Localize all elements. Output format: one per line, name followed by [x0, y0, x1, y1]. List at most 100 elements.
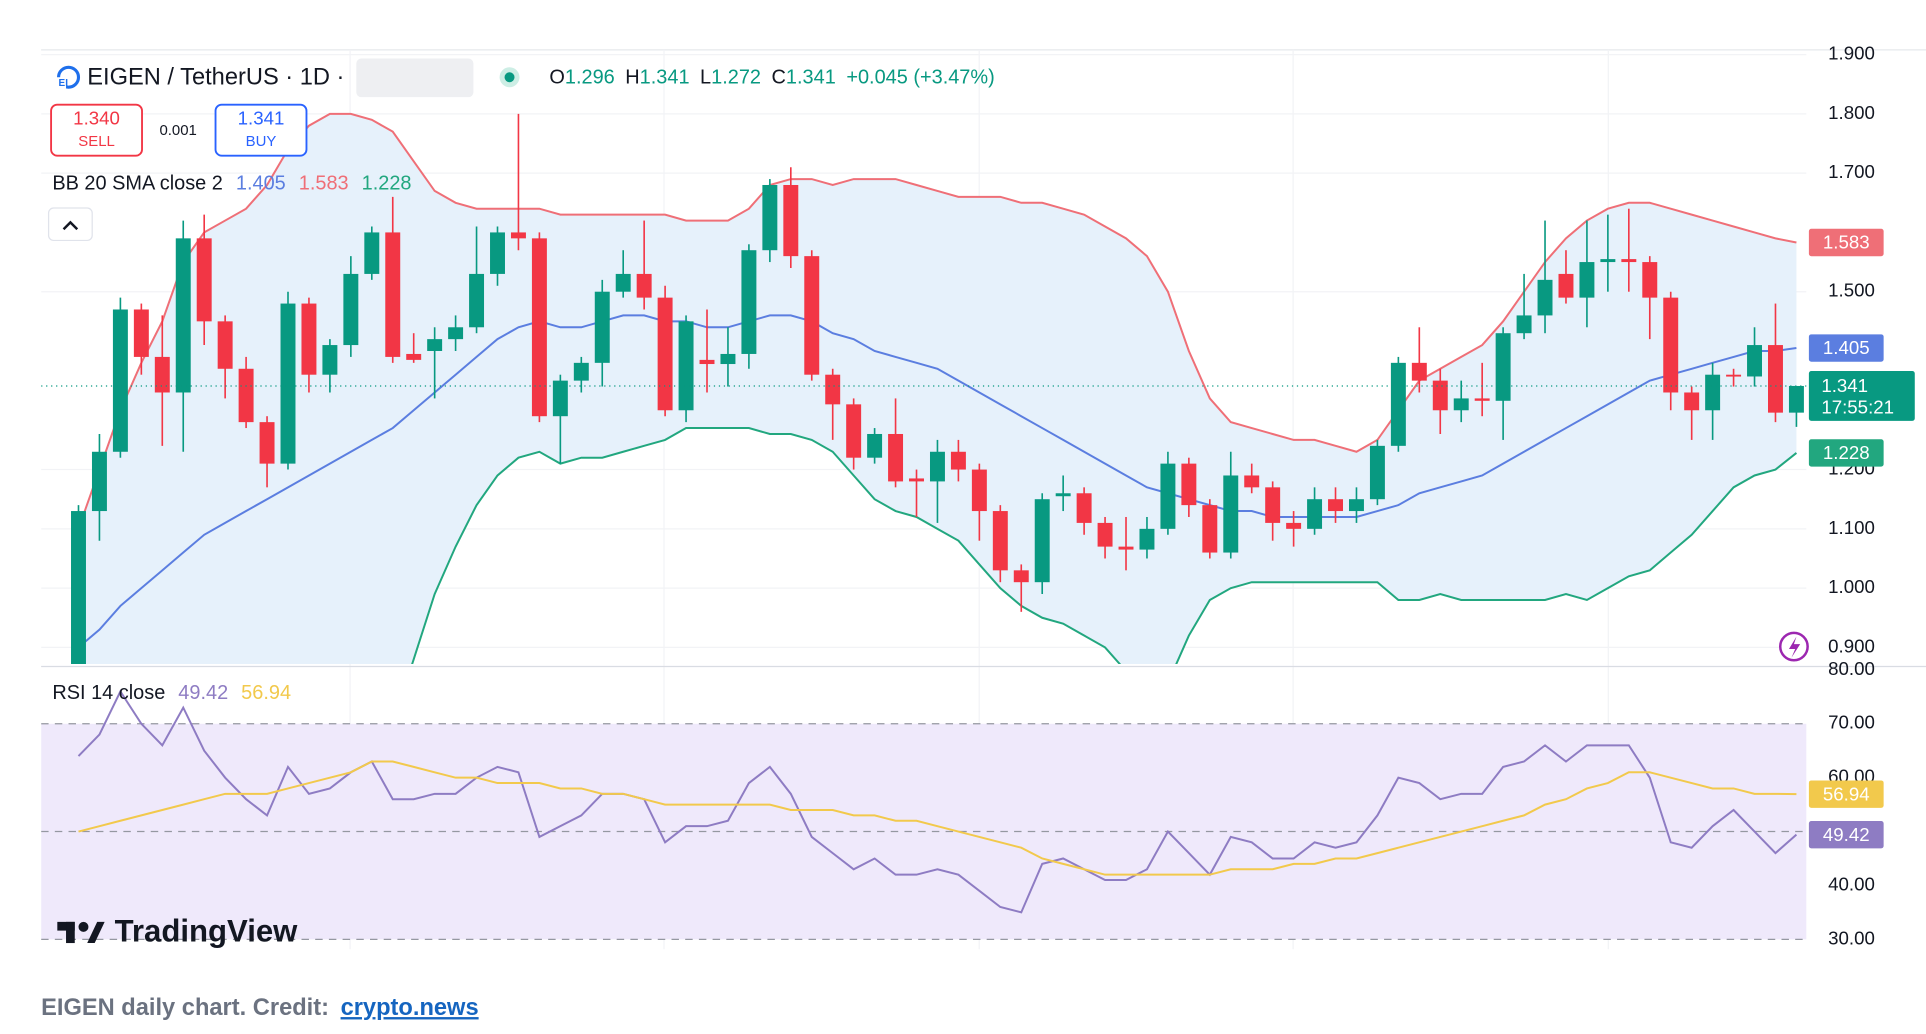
- candle-body: [741, 250, 757, 354]
- candle-body: [301, 303, 317, 375]
- watermark: TradingView: [57, 913, 298, 948]
- candle-body: [175, 238, 191, 393]
- bb-legend: BB 20 SMA close 2 1.405 1.583 1.228: [52, 173, 411, 195]
- countdown: 17:55:21: [1821, 396, 1894, 417]
- candle-body: [1223, 475, 1239, 553]
- candle-body: [992, 511, 1008, 571]
- ohlc-label: L: [700, 67, 711, 89]
- y-tick-label: 1.000: [1828, 576, 1875, 597]
- candle-body: [1474, 398, 1490, 401]
- y-tick-label: 70.00: [1828, 712, 1875, 733]
- candle-body: [1348, 499, 1364, 512]
- candle-body: [1013, 570, 1029, 583]
- buy-button[interactable]: 1.341 BUY: [214, 103, 308, 157]
- rsi-badge: 49.42: [1823, 824, 1870, 845]
- candle-body: [971, 469, 987, 512]
- bollinger-line: [77, 314, 1797, 649]
- candle-body: [950, 451, 966, 470]
- candle-body: [1684, 392, 1700, 411]
- candle-body: [1516, 315, 1532, 334]
- buy-price: 1.341: [238, 108, 285, 129]
- band-badge: 1.228: [1823, 442, 1870, 463]
- candle-body: [196, 238, 212, 322]
- candle-body: [929, 451, 945, 482]
- candle-body: [385, 232, 401, 357]
- candle-body: [573, 362, 589, 381]
- candle-body: [1139, 528, 1155, 550]
- band-badge-bg: [1808, 334, 1884, 362]
- candle-body: [636, 273, 652, 298]
- candle-body: [343, 273, 359, 346]
- price-panel: 1.9001.8001.7001.5001.2001.1001.0000.900…: [41, 43, 1915, 665]
- candle-body: [1369, 445, 1385, 500]
- caption-link[interactable]: crypto.news: [341, 995, 479, 1021]
- y-tick-label: 40.00: [1828, 873, 1875, 894]
- price-plot: [41, 53, 1807, 665]
- lightning-icon[interactable]: [1778, 631, 1809, 662]
- bb-value: 1.583: [299, 173, 349, 195]
- sell-button[interactable]: 1.340 SELL: [50, 103, 143, 157]
- caption: EIGEN daily chart. Credit: crypto.news: [41, 995, 478, 1021]
- y-tick-label: 80.00: [1828, 658, 1875, 679]
- candle-body: [1034, 499, 1050, 583]
- symbol-logo: EI: [54, 65, 81, 89]
- y-tick-label: 1.700: [1828, 161, 1875, 182]
- candle-body: [1076, 493, 1092, 523]
- candle-body: [1411, 362, 1427, 381]
- candle-body: [1788, 385, 1804, 413]
- candle-body: [469, 273, 485, 328]
- candle-body: [364, 232, 380, 274]
- candle-body: [1055, 493, 1071, 497]
- y-tick-label: 0.900: [1828, 635, 1875, 656]
- candle-body: [1579, 262, 1595, 298]
- candle-body: [1495, 333, 1511, 401]
- sell-label: SELL: [78, 133, 115, 150]
- candle-body: [1705, 374, 1721, 411]
- sell-price: 1.340: [73, 108, 120, 129]
- candle-body: [71, 511, 86, 665]
- rsi-title: RSI 14 close: [52, 682, 165, 704]
- rsi-value: 49.42: [178, 682, 228, 704]
- candle-body: [1621, 259, 1637, 263]
- bb-value: 1.405: [236, 173, 286, 195]
- ohlc-value: 1.296: [565, 67, 615, 89]
- candle-body: [133, 309, 149, 357]
- candle-body: [1118, 546, 1134, 550]
- candle-body: [657, 297, 673, 411]
- y-tick-label: 1.500: [1828, 280, 1875, 301]
- candle-body: [846, 404, 862, 458]
- band-badge-bg: [1808, 439, 1884, 467]
- candle-body: [322, 345, 338, 375]
- candle-body: [490, 232, 505, 274]
- svg-text:EI: EI: [59, 78, 69, 89]
- band-badge: 1.405: [1823, 337, 1870, 358]
- rsi-line: [78, 760, 1797, 876]
- band-fill: [78, 113, 1797, 665]
- ohlc-label: O: [549, 67, 565, 89]
- candle-body: [1244, 475, 1260, 488]
- candle-body: [1097, 522, 1113, 547]
- candle-body: [1181, 463, 1197, 506]
- candle-body: [720, 353, 736, 365]
- candle-body: [699, 359, 715, 365]
- candle-body: [91, 451, 107, 512]
- collapse-button[interactable]: [47, 207, 93, 242]
- candle-body: [259, 422, 275, 464]
- candle-body: [1160, 463, 1176, 529]
- candle-body: [154, 356, 170, 393]
- watermark-text: TradingView: [115, 913, 299, 948]
- candle-body: [406, 353, 422, 360]
- price-badge: 1.341: [1821, 375, 1868, 396]
- candle-body: [1747, 345, 1763, 377]
- ohlc-label: C: [772, 67, 786, 89]
- y-tick-label: 1.900: [1828, 43, 1875, 64]
- candle-body: [762, 184, 778, 251]
- candle-body: [217, 321, 233, 369]
- candle-body: [1768, 345, 1783, 413]
- candle-body: [1558, 273, 1574, 298]
- ohlc-value: 1.272: [711, 67, 761, 89]
- candle-body: [1642, 262, 1658, 298]
- candle-body: [1537, 279, 1553, 316]
- rsi-badge-bg: [1808, 820, 1884, 849]
